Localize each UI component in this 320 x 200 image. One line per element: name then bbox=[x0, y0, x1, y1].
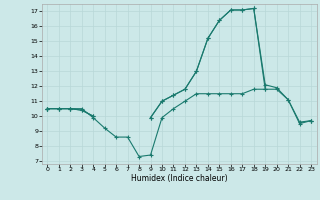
X-axis label: Humidex (Indice chaleur): Humidex (Indice chaleur) bbox=[131, 174, 228, 183]
